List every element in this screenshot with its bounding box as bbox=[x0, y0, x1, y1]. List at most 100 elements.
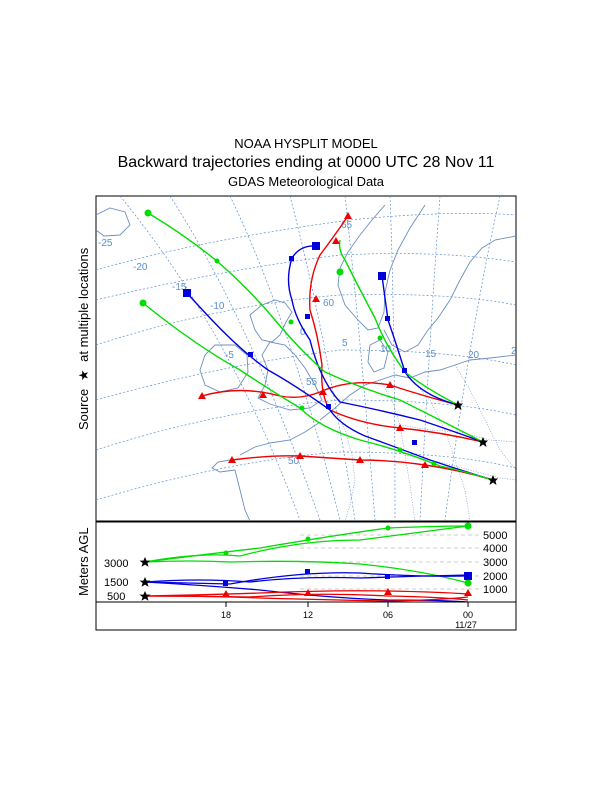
lon-label-5: 5 bbox=[342, 338, 348, 349]
coastlines bbox=[96, 204, 516, 521]
meters-agl-label: Meters AGL bbox=[76, 527, 91, 596]
marker bbox=[139, 577, 151, 587]
lon-label-15: 15 bbox=[425, 349, 437, 360]
marker bbox=[312, 295, 320, 302]
green-markers bbox=[139, 209, 437, 467]
lon-label-m10: -10 bbox=[210, 301, 225, 312]
coast-norway bbox=[337, 204, 426, 331]
lon-label-m5: -5 bbox=[225, 350, 234, 361]
marker bbox=[288, 319, 294, 325]
alt-green-3 bbox=[144, 560, 469, 584]
source-star bbox=[488, 475, 498, 485]
altitude-markers bbox=[139, 522, 472, 601]
traj-red-1 bbox=[201, 381, 459, 406]
traj-blue-1 bbox=[381, 275, 459, 406]
marker bbox=[183, 289, 191, 297]
marker bbox=[378, 272, 386, 280]
traj-green-3 bbox=[142, 302, 494, 481]
marker bbox=[402, 368, 407, 373]
lon-label-20: 20 bbox=[468, 350, 480, 361]
marker bbox=[384, 588, 392, 595]
marker bbox=[326, 404, 331, 409]
red-markers bbox=[198, 212, 429, 468]
marker bbox=[336, 268, 344, 276]
marker bbox=[296, 452, 304, 459]
marker bbox=[139, 591, 151, 601]
map-frame bbox=[95, 195, 517, 522]
scale-4000: 4000 bbox=[483, 543, 507, 555]
borders bbox=[334, 364, 516, 521]
marker bbox=[305, 569, 310, 574]
marker bbox=[397, 447, 403, 453]
source-stars bbox=[453, 400, 498, 485]
marker bbox=[198, 392, 206, 399]
marker bbox=[305, 314, 310, 319]
marker bbox=[144, 209, 152, 217]
source-star-glyph: ★ bbox=[76, 370, 91, 382]
scale-2000: 2000 bbox=[483, 571, 507, 583]
coast-biscay bbox=[234, 469, 251, 521]
marker bbox=[412, 440, 417, 445]
lat-label-50: 50 bbox=[288, 456, 300, 467]
coast-iceland bbox=[96, 207, 131, 237]
lon-label-m20: -20 bbox=[133, 262, 148, 273]
traj-green-1 bbox=[338, 239, 459, 406]
trajectory-markers bbox=[139, 209, 498, 485]
alt-green-2 bbox=[144, 525, 469, 563]
altitude-panel: 3000 1500 500 5000 4000 3000 2000 1000 bbox=[95, 521, 517, 603]
alt-red-3 bbox=[144, 595, 469, 602]
lat-label-60: 60 bbox=[323, 298, 335, 309]
coast-france bbox=[239, 421, 321, 456]
map-panel: -25 -20 -15 -10 -5 0 5 10 15 20 25 65 60… bbox=[95, 195, 523, 522]
coast-brittany bbox=[211, 459, 236, 473]
scale-1000: 1000 bbox=[483, 584, 507, 596]
time-labels: 18 12 06 00 11/27 bbox=[221, 610, 477, 630]
traj-green-2 bbox=[147, 212, 484, 443]
marker bbox=[356, 456, 364, 463]
lon-label-25: 25 bbox=[511, 346, 523, 357]
marker bbox=[304, 589, 312, 596]
blue-markers bbox=[183, 242, 417, 445]
marker bbox=[464, 579, 472, 587]
lat-label-55: 55 bbox=[306, 377, 318, 388]
marker bbox=[223, 581, 228, 586]
marker bbox=[464, 572, 472, 580]
start-height-3000: 3000 bbox=[104, 558, 128, 570]
start-height-1500: 1500 bbox=[104, 577, 128, 589]
date-label: 11/27 bbox=[455, 620, 477, 630]
time-axis-panel: 18 12 06 00 11/27 bbox=[95, 601, 517, 631]
graticule bbox=[96, 196, 516, 521]
source-label-prefix: Source bbox=[76, 389, 91, 430]
altitude-traces bbox=[144, 525, 469, 602]
time-tick-18: 18 bbox=[221, 610, 231, 620]
time-axis-frame bbox=[95, 601, 517, 631]
altitude-labels: 3000 1500 500 5000 4000 3000 2000 1000 bbox=[104, 530, 507, 603]
marker bbox=[289, 256, 294, 261]
time-tick-06: 06 bbox=[383, 610, 393, 620]
time-tick-12: 12 bbox=[303, 610, 313, 620]
marker bbox=[377, 335, 383, 341]
scale-3000: 3000 bbox=[483, 557, 507, 569]
lon-label-10: 10 bbox=[380, 344, 392, 355]
marker bbox=[248, 352, 253, 357]
marker bbox=[319, 388, 327, 395]
coast-sweden-baltic bbox=[383, 235, 516, 353]
start-height-500: 500 bbox=[107, 591, 125, 603]
marker bbox=[385, 574, 390, 579]
marker bbox=[139, 557, 151, 567]
alt-red-1 bbox=[144, 590, 469, 597]
source-star bbox=[478, 437, 488, 447]
marker bbox=[386, 381, 394, 388]
marker bbox=[464, 522, 472, 530]
marker bbox=[228, 456, 236, 463]
main-title: Backward trajectories ending at 0000 UTC… bbox=[117, 154, 495, 171]
time-tick-00: 00 bbox=[463, 610, 473, 620]
marker bbox=[214, 258, 220, 264]
marker bbox=[299, 405, 305, 411]
marker bbox=[385, 525, 391, 531]
marker bbox=[431, 461, 437, 467]
alt-blue-2 bbox=[144, 572, 469, 585]
marker bbox=[312, 242, 320, 250]
coast-ireland bbox=[199, 344, 249, 393]
